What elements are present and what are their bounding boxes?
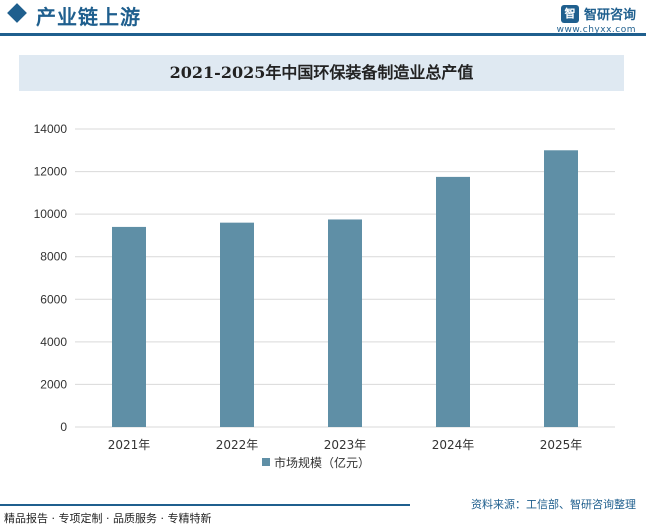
source-note: 资料来源：工信部、智研咨询整理 [471, 498, 636, 511]
y-tick-label: 10000 [34, 207, 68, 221]
bar [328, 219, 362, 427]
brand-logo: 智 智研咨询 www.chyxx.com [557, 4, 636, 35]
section-title: 产业链上游 [36, 5, 141, 29]
y-tick-label: 8000 [40, 250, 67, 264]
logo-url: www.chyxx.com [556, 25, 636, 35]
bar [544, 150, 578, 428]
y-tick-label: 2000 [40, 377, 67, 391]
legend-swatch [262, 458, 270, 466]
header-divider [0, 33, 646, 36]
footer-divider [0, 504, 410, 506]
chart-title-band: 2021-2025年中国环保装备制造业总产值 [19, 55, 624, 91]
logo-icon: 智 [560, 4, 579, 23]
x-tick-label: 2022年 [216, 438, 259, 452]
y-tick-label: 0 [60, 420, 67, 434]
legend-label: 市场规模（亿元） [274, 455, 370, 470]
page-header: 产业链上游 智 智研咨询 www.chyxx.com [0, 0, 646, 38]
bar [436, 176, 470, 427]
y-tick-label: 14000 [34, 122, 68, 136]
x-tick-label: 2025年 [540, 438, 583, 452]
chart-title: 2021-2025年中国环保装备制造业总产值 [169, 63, 474, 82]
footer-slogan: 精品报告 · 专项定制 · 品质服务 · 专精特新 [4, 512, 212, 525]
bar [112, 226, 146, 427]
x-tick-label: 2023年 [324, 438, 367, 452]
logo-name: 智研咨询 [583, 8, 636, 23]
y-tick-label: 4000 [40, 335, 67, 349]
x-tick-label: 2021年 [108, 438, 151, 452]
y-tick-label: 6000 [40, 292, 67, 306]
bar [220, 222, 254, 427]
y-tick-label: 12000 [34, 165, 68, 179]
x-tick-label: 2024年 [432, 438, 475, 452]
